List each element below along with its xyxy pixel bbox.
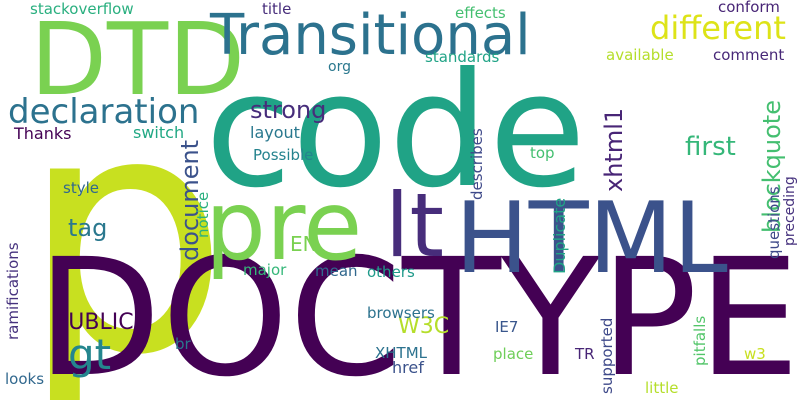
word-strong: strong xyxy=(250,96,327,124)
word-standards: standards xyxy=(425,48,500,66)
word-transitional: Transitional xyxy=(210,3,531,68)
word-title: title xyxy=(262,0,292,18)
word-switch: switch xyxy=(133,123,185,142)
word-supported: supported xyxy=(598,317,616,394)
word-first: first xyxy=(685,132,736,162)
word-ie7: IE7 xyxy=(495,318,519,336)
word-xhtml1: xhtml1 xyxy=(600,107,628,192)
word-stackoverflow: stackoverflow xyxy=(30,0,134,18)
word-browsers: browsers xyxy=(367,304,435,322)
word-different: different xyxy=(650,9,786,47)
word-tr: TR xyxy=(575,345,595,363)
word-gt: gt xyxy=(68,330,112,379)
word-preceding: preceding xyxy=(782,176,798,246)
word-pitfalls: pitfalls xyxy=(691,315,709,366)
word-lt: lt xyxy=(385,174,444,277)
word-ramifications: ramifications xyxy=(4,242,22,340)
word-p: p xyxy=(20,43,230,400)
word-little: little xyxy=(645,379,679,397)
word-duplicate: Duplicate xyxy=(550,197,569,274)
word-w3c: W3C xyxy=(398,314,450,339)
word-tag: tag xyxy=(68,214,108,242)
word-others: others xyxy=(367,263,415,281)
word-xhtml: XHTML xyxy=(375,344,428,362)
word-comment: comment xyxy=(713,46,785,64)
word-looks: looks xyxy=(5,370,45,388)
word-notice: notice xyxy=(194,191,212,238)
word-declaration: declaration xyxy=(8,92,200,132)
word-public: PUBLIC xyxy=(55,310,134,335)
word-effects: effects xyxy=(455,4,506,22)
word-html: HTML xyxy=(455,182,728,296)
word-style: style xyxy=(63,179,99,197)
word-top: top xyxy=(530,144,555,162)
word-mean: mean xyxy=(315,262,358,280)
word-dtd: DTD xyxy=(30,1,246,118)
word-describes: describes xyxy=(468,128,486,200)
word-layout: layout xyxy=(250,123,300,142)
word-questions: questions xyxy=(765,186,783,259)
word-pre: pre xyxy=(205,170,363,282)
word-possible: Possible xyxy=(253,146,314,164)
word-br: br xyxy=(175,335,191,353)
word-en: EN xyxy=(290,232,318,256)
word-href: href xyxy=(392,358,424,377)
word-available: available xyxy=(606,46,674,64)
word-place: place xyxy=(493,345,534,363)
word-major: major xyxy=(243,261,287,279)
word-doctype: DOCTYPE xyxy=(36,225,800,400)
word-code: code xyxy=(205,39,587,223)
word-conform: conform xyxy=(718,0,780,16)
word-org: org xyxy=(328,59,351,75)
word-thanks: Thanks xyxy=(14,124,72,143)
word-w3: w3 xyxy=(744,345,766,363)
